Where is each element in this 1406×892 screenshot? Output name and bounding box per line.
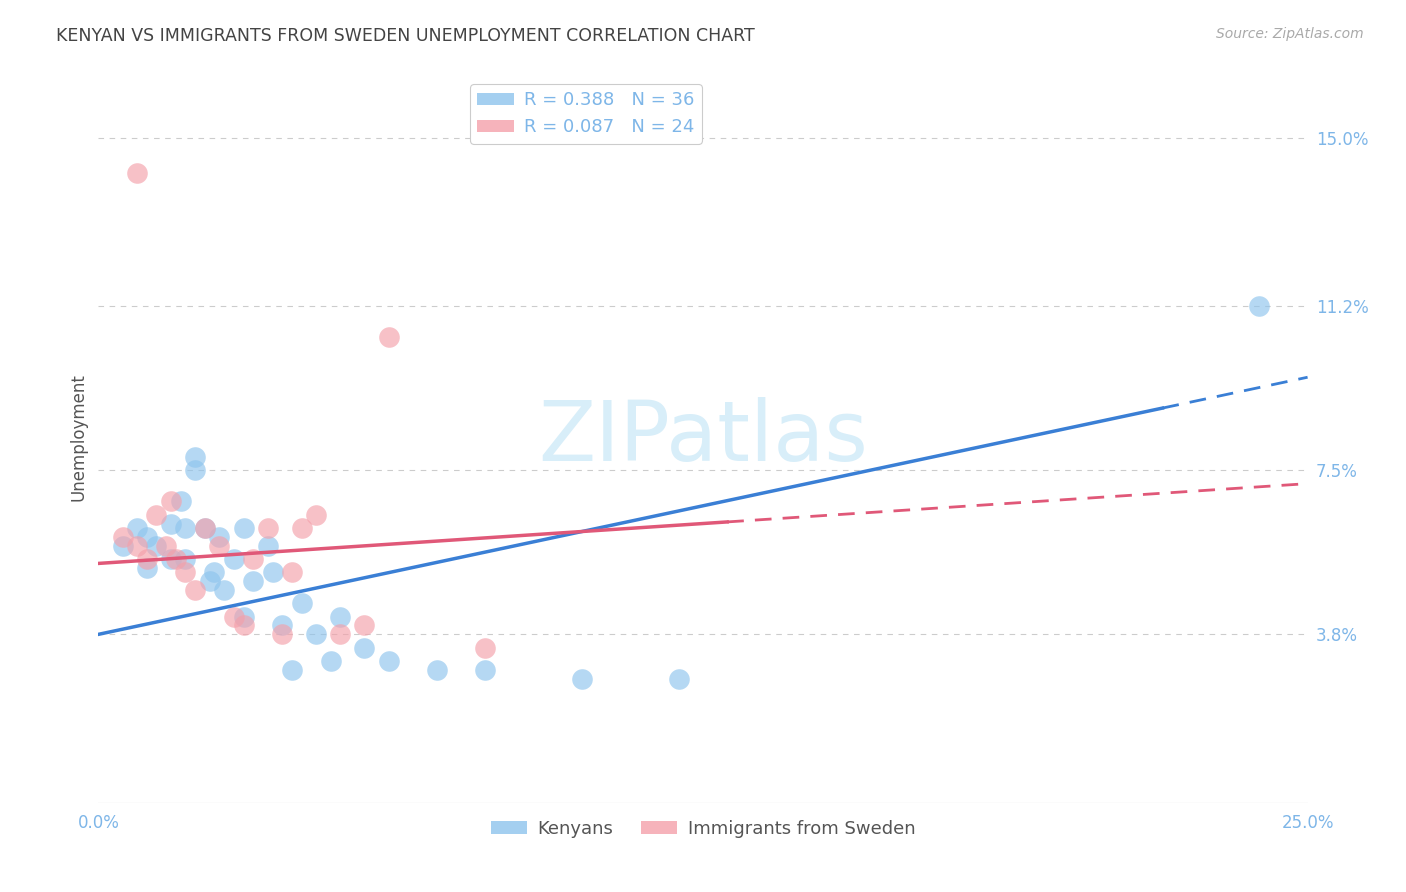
Point (232, 618, 254, 632)
Point (474, 640, 496, 655)
Point (242, 552, 264, 566)
Point (262, 566, 284, 580)
Point (329, 609, 352, 624)
Text: KENYAN VS IMMIGRANTS FROM SWEDEN UNEMPLOYMENT CORRELATION CHART: KENYAN VS IMMIGRANTS FROM SWEDEN UNEMPLO… (56, 27, 755, 45)
Point (474, 663, 496, 677)
Point (329, 627, 352, 641)
Point (111, 530, 134, 544)
Point (165, 552, 187, 566)
Point (1249, 299, 1271, 313)
Point (135, 552, 157, 566)
Point (232, 609, 254, 624)
Point (145, 508, 167, 522)
Point (305, 627, 328, 641)
Point (305, 508, 328, 522)
Text: ZIPatlas: ZIPatlas (538, 397, 868, 477)
Point (174, 566, 197, 580)
Point (174, 552, 197, 566)
Point (426, 663, 449, 677)
Point (319, 654, 342, 668)
Point (256, 539, 278, 553)
Point (377, 654, 399, 668)
Point (111, 539, 134, 553)
Point (271, 618, 294, 632)
Point (184, 582, 207, 597)
Point (174, 521, 197, 535)
Point (353, 618, 375, 632)
Point (169, 494, 191, 508)
Point (155, 539, 177, 553)
Text: Source: ZipAtlas.com: Source: ZipAtlas.com (1216, 27, 1364, 41)
Point (222, 552, 245, 566)
Point (160, 516, 183, 531)
Point (198, 574, 221, 589)
Point (281, 663, 304, 677)
Point (232, 521, 254, 535)
Point (242, 574, 264, 589)
Point (135, 530, 157, 544)
Point (208, 539, 231, 553)
Point (353, 640, 375, 655)
Point (281, 566, 304, 580)
Point (127, 539, 149, 553)
Point (160, 494, 183, 508)
Point (127, 521, 149, 535)
Point (668, 672, 690, 686)
Point (135, 561, 157, 575)
Point (256, 521, 278, 535)
Point (194, 521, 217, 535)
Point (184, 463, 207, 477)
Point (222, 609, 245, 624)
Point (194, 521, 217, 535)
Point (271, 627, 294, 641)
Point (208, 530, 231, 544)
Point (127, 166, 149, 180)
Point (212, 582, 235, 597)
Point (204, 566, 226, 580)
Point (571, 672, 593, 686)
Point (377, 330, 399, 344)
Y-axis label: Unemployment: Unemployment (69, 373, 87, 501)
Point (290, 521, 312, 535)
Point (145, 539, 167, 553)
Point (290, 596, 312, 610)
Legend: Kenyans, Immigrants from Sweden: Kenyans, Immigrants from Sweden (484, 813, 922, 845)
Point (160, 552, 183, 566)
Point (184, 450, 207, 464)
